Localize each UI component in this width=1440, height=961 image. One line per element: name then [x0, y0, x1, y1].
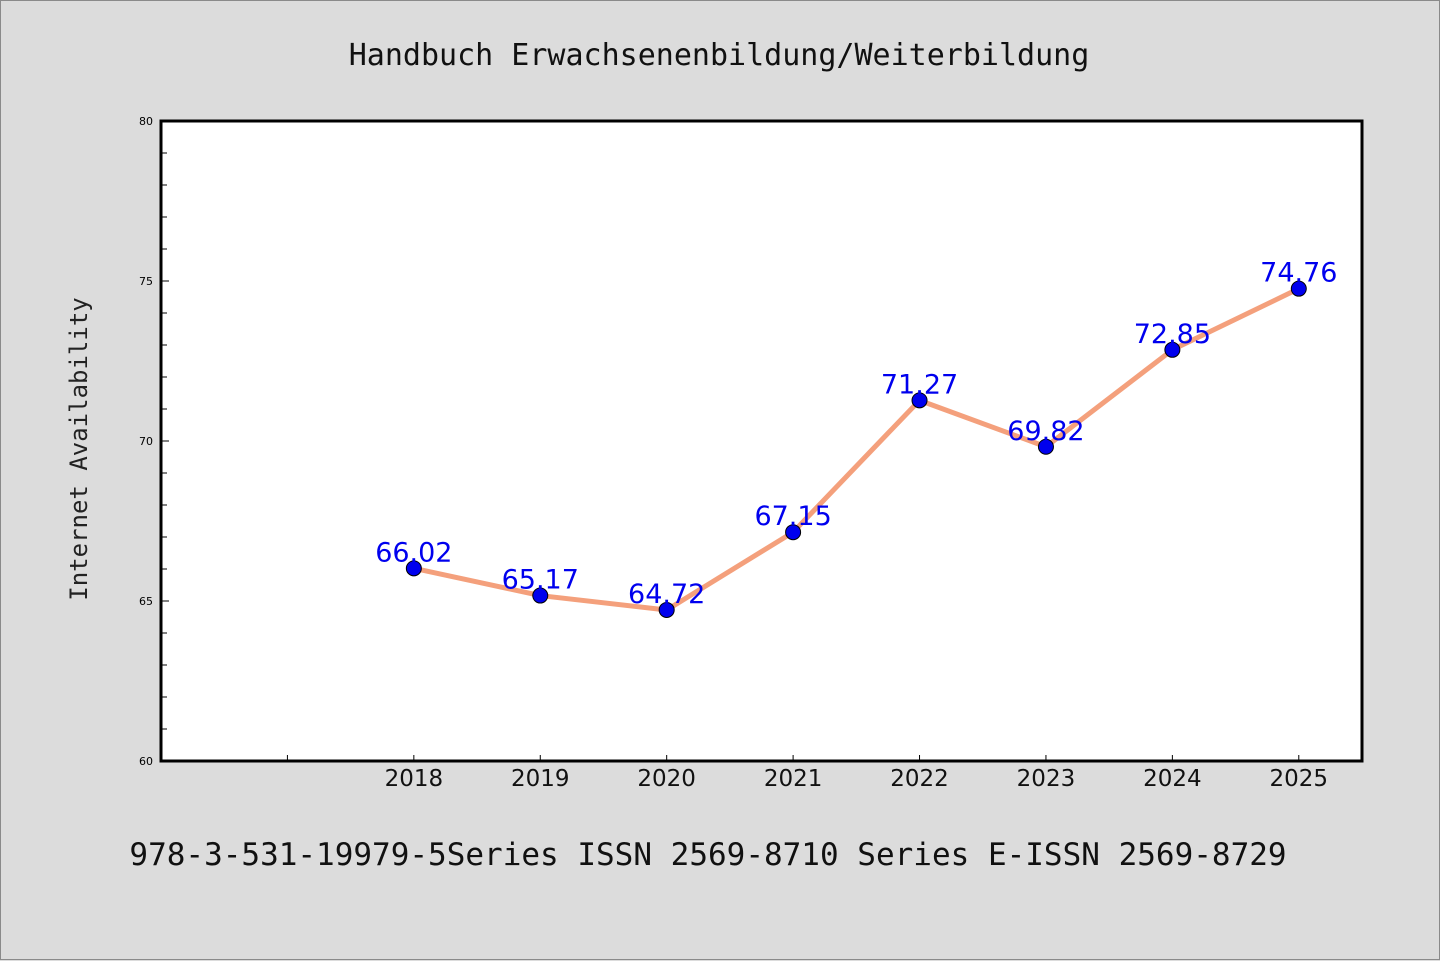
data-point	[911, 392, 928, 409]
x-tick-label: 2022	[890, 766, 949, 792]
data-point	[785, 524, 802, 541]
x-axis-ticks: 2018 2019 2020 2021 2022 2023 2024 2025	[160, 755, 1329, 792]
x-tick-label: 2019	[511, 766, 570, 792]
data-label: 66.02	[375, 537, 452, 568]
x-tick-label: 2025	[1270, 766, 1329, 792]
y-tick-label: 80	[139, 115, 153, 128]
x-tick-label: 2024	[1143, 766, 1202, 792]
data-label: 67.15	[754, 501, 831, 532]
plot-area	[159, 119, 1364, 763]
y-tick-label: 70	[139, 435, 153, 448]
data-point	[1164, 341, 1181, 358]
data-label: 69.82	[1007, 416, 1084, 447]
data-point	[1037, 438, 1054, 455]
data-label: 72.85	[1134, 319, 1211, 350]
chart-title: Handbuch Erwachsenenbildung/Weiterbildun…	[349, 38, 1090, 73]
data-label: 65.17	[502, 565, 579, 596]
data-label: 71.27	[881, 369, 958, 400]
data-label: 64.72	[628, 579, 705, 610]
data-point	[532, 587, 549, 604]
data-point	[1290, 280, 1307, 297]
data-point	[658, 601, 675, 618]
y-tick-label: 60	[139, 755, 153, 768]
series-line-group: 66.02 65.17 64.72 67.15 71.27 69.82 72.85 74.76	[375, 258, 1337, 618]
y-tick-label: 65	[139, 595, 153, 608]
series-line	[411, 286, 1302, 613]
data-label: 74.76	[1260, 258, 1337, 289]
chart-footer: 978-3-531-19979-5Series ISSN 2569-8710 S…	[129, 837, 1286, 873]
y-axis-label: Internet Availability	[65, 297, 93, 600]
x-tick-label: 2023	[1017, 766, 1076, 792]
y-tick-label: 75	[139, 275, 153, 288]
data-point	[405, 560, 422, 577]
x-tick-label: 2021	[764, 766, 823, 792]
x-tick-label: 2020	[637, 766, 696, 792]
x-tick-label: 2018	[385, 766, 444, 792]
y-axis-ticks: 60 65 70 75 80	[139, 115, 169, 768]
